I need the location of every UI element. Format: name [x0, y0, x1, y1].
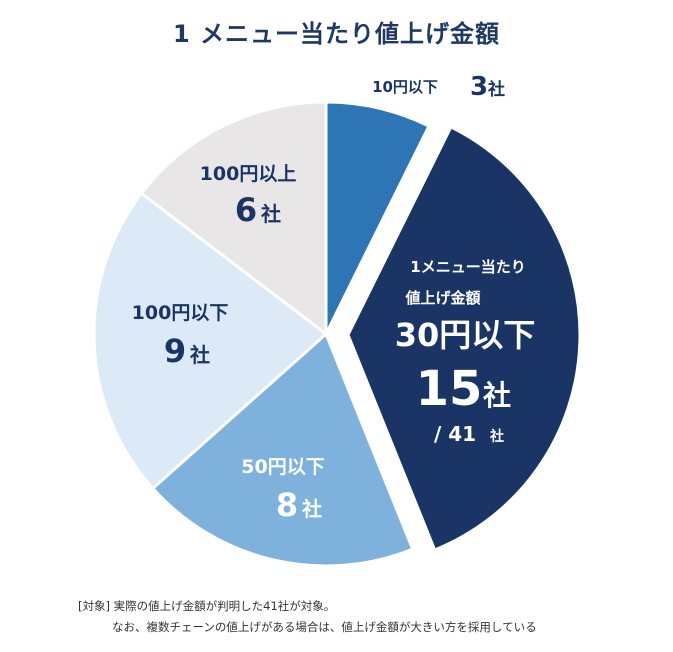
- label-100yen-below-category: 100円以下: [132, 302, 229, 324]
- label-30yen-unit: 社: [483, 379, 511, 412]
- label-100yen-above-category: 100円以上: [200, 163, 297, 185]
- slice-100yen-above: [139, 100, 328, 338]
- label-30yen-head1: 1メニュー当たり: [410, 258, 525, 276]
- label-100yen-below-value: 9: [164, 332, 186, 370]
- pie-slices: [92, 100, 582, 568]
- label-50yen-category: 50円以下: [241, 456, 324, 478]
- note-target: [対象] 実際の値上げ金額が判明した41社が対象。: [78, 599, 336, 613]
- label-30yen-total: / 41: [434, 422, 476, 446]
- label-50yen-unit: 社: [301, 497, 322, 521]
- label-30yen-value: 15: [416, 361, 483, 417]
- label-10yen-unit: 社: [487, 79, 505, 100]
- label-30yen: 1メニュー当たり 値上げ金額 30円以下 15 社 / 41 社: [395, 258, 536, 446]
- label-50yen-value: 8: [276, 486, 298, 524]
- label-10yen: 10円以下 3 社: [372, 72, 505, 102]
- label-30yen-head2: 値上げ金額: [404, 289, 480, 307]
- label-100yen-below-unit: 社: [189, 343, 210, 367]
- chart-title: 1 メニュー当たり値上げ金額: [172, 20, 501, 48]
- label-100yen-above-unit: 社: [260, 202, 281, 226]
- label-50yen: 50円以下 8 社: [241, 456, 324, 524]
- label-100yen-above-value: 6: [235, 191, 257, 229]
- slice-10yen: [324, 100, 431, 335]
- label-100yen-above: 100円以上 6 社: [200, 163, 297, 229]
- slice-50yen: [150, 331, 415, 568]
- note-detail: なお、複数チェーンの値上げがある場合は、値上げ金額が大きい方を採用している: [112, 620, 537, 634]
- slice-100yen-below: [92, 191, 329, 491]
- label-10yen-value: 3: [470, 72, 488, 102]
- label-30yen-category: 30円以下: [395, 316, 536, 354]
- label-30yen-total-unit: 社: [489, 428, 504, 445]
- slice-30yen: [346, 124, 582, 552]
- label-100yen-below: 100円以下 9 社: [132, 302, 229, 370]
- label-10yen-category: 10円以下: [372, 78, 438, 96]
